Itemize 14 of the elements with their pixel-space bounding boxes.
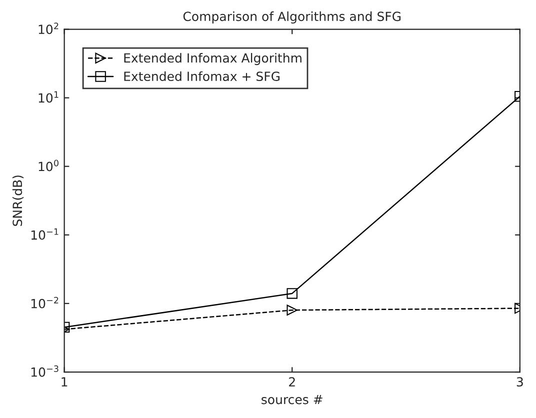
y-tick-label: 10$^{−2}$ (31, 296, 58, 308)
legend-label: Extended Infomax Algorithm (124, 53, 302, 66)
chart-title: Comparison of Algorithms and SFG (183, 11, 401, 24)
legend-label: Extended Infomax + SFG (124, 71, 280, 82)
x-tick-label: 1 (62, 377, 68, 386)
x-tick-label: 3 (516, 377, 523, 387)
y-tick-label: 10$^{2}$ (38, 22, 58, 34)
y-tick-label: 10$^{1}$ (38, 91, 58, 103)
x-tick-label: 2 (289, 377, 295, 386)
y-tick-label: 10$^{0}$ (38, 160, 58, 172)
y-axis-title: SNR(dB) (12, 176, 24, 226)
x-axis-title: sources # (262, 395, 322, 404)
y-tick-label: 10$^{−1}$ (31, 228, 58, 240)
y-tick-label: 10$^{−3}$ (31, 365, 58, 377)
